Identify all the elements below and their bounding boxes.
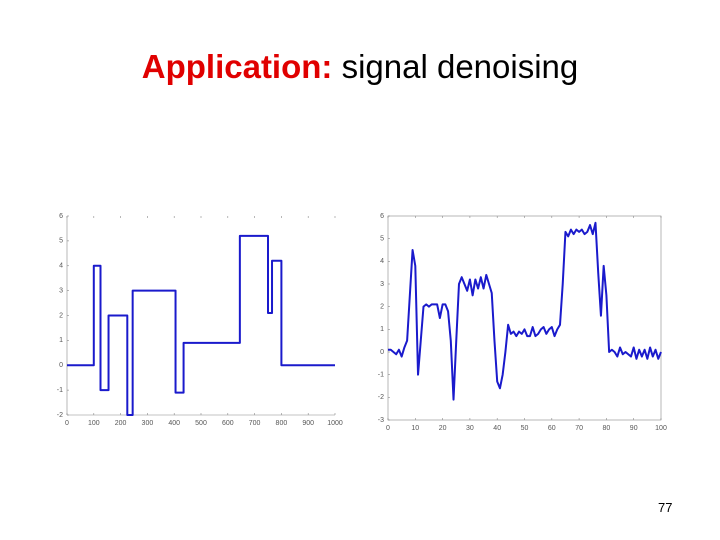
x-tick-label: 400 xyxy=(168,420,180,427)
y-tick-label: 0 xyxy=(380,349,384,356)
page-number: 77 xyxy=(658,500,673,515)
plot-frame xyxy=(387,215,662,421)
signal-line xyxy=(67,234,335,416)
x-tick-label: 100 xyxy=(655,425,667,432)
y-tick-label: 3 xyxy=(59,287,63,294)
y-tick-label: -1 xyxy=(57,387,63,394)
x-tick-label: 300 xyxy=(142,420,154,427)
y-tick-label: 2 xyxy=(59,312,63,319)
x-tick-label: 0 xyxy=(65,420,69,427)
y-tick-label: 6 xyxy=(380,213,384,220)
x-tick-label: 70 xyxy=(575,425,583,432)
y-tick-label: 2 xyxy=(380,304,384,311)
slide-title: Application: signal denoising xyxy=(0,48,720,86)
x-tick-label: 1000 xyxy=(327,420,343,427)
y-tick-label: -2 xyxy=(57,412,63,419)
signal-line xyxy=(388,221,662,401)
y-tick-label: 1 xyxy=(59,337,63,344)
x-tick-label: 100 xyxy=(88,420,100,427)
y-tick-label: 4 xyxy=(59,263,63,270)
y-tick-label: 6 xyxy=(59,213,63,220)
x-tick-label: 20 xyxy=(439,425,447,432)
y-tick-label: -3 xyxy=(378,417,384,424)
y-tick-label: 5 xyxy=(59,238,63,245)
y-tick-label: 4 xyxy=(380,258,384,265)
x-tick-label: 0 xyxy=(386,425,390,432)
x-tick-label: 700 xyxy=(249,420,261,427)
y-tick-label: -2 xyxy=(378,394,384,401)
y-tick-label: 5 xyxy=(380,236,384,243)
x-tick-label: 500 xyxy=(195,420,207,427)
x-tick-label: 80 xyxy=(603,425,611,432)
title-text: signal denoising xyxy=(341,48,579,85)
x-tick-label: 60 xyxy=(548,425,556,432)
x-tick-label: 90 xyxy=(630,425,638,432)
title-label: Application: xyxy=(141,48,333,85)
y-tick-label: 3 xyxy=(380,281,384,288)
y-tick-label: 1 xyxy=(380,326,384,333)
x-tick-label: 600 xyxy=(222,420,234,427)
x-tick-label: 200 xyxy=(115,420,127,427)
x-tick-label: 800 xyxy=(276,420,288,427)
y-tick-label: 0 xyxy=(59,362,63,369)
x-tick-label: 50 xyxy=(521,425,529,432)
x-tick-label: 30 xyxy=(466,425,474,432)
y-tick-label: -1 xyxy=(378,372,384,379)
x-tick-label: 10 xyxy=(411,425,419,432)
x-tick-label: 900 xyxy=(302,420,314,427)
x-tick-label: 40 xyxy=(493,425,501,432)
